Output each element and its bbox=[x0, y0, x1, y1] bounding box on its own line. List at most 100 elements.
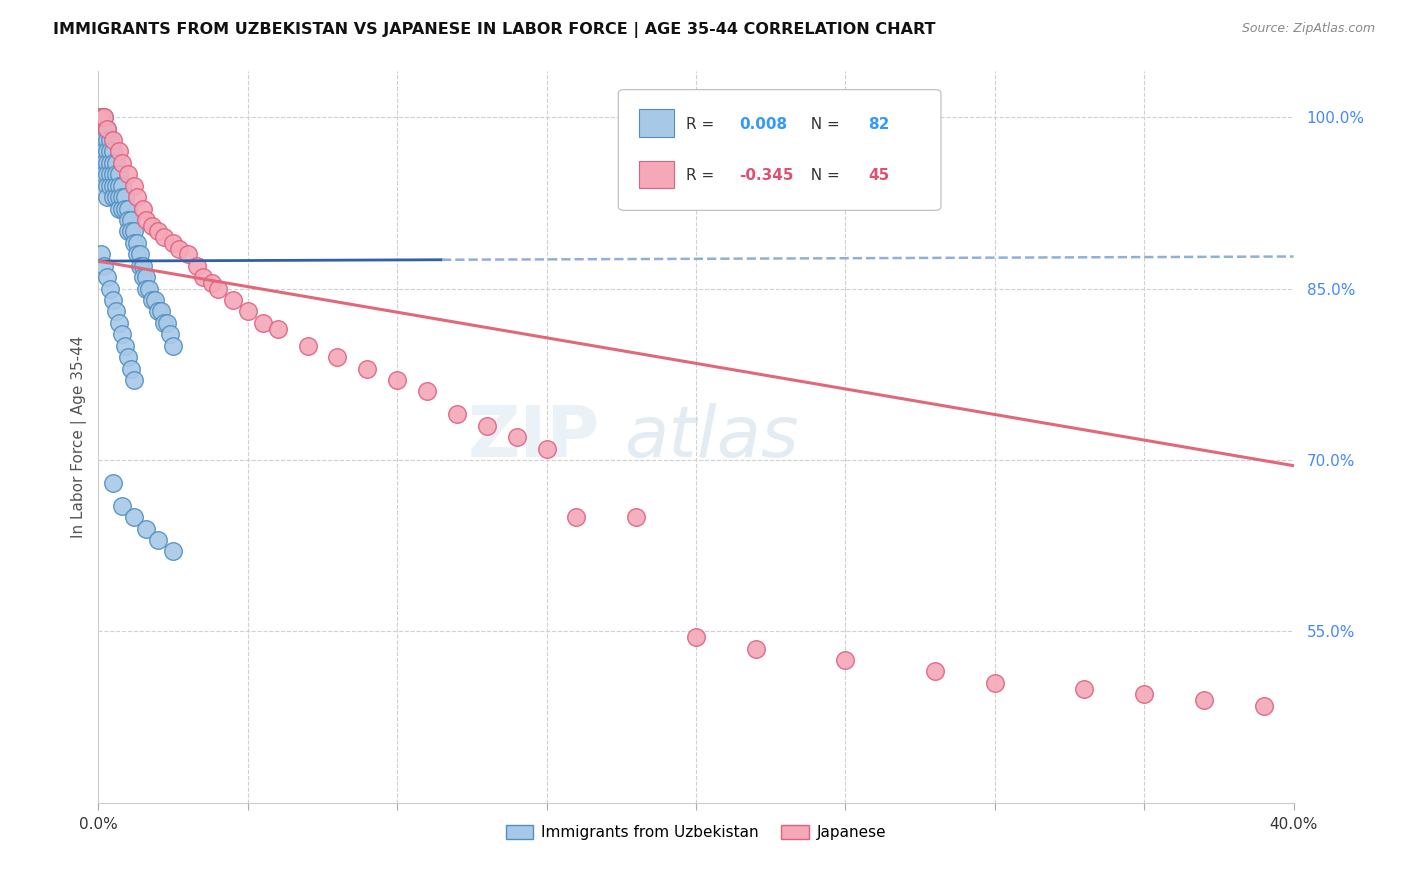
Point bbox=[114, 202, 136, 216]
Point bbox=[150, 304, 173, 318]
Point bbox=[148, 533, 170, 547]
Point bbox=[96, 121, 118, 136]
Point bbox=[117, 202, 139, 216]
Point bbox=[135, 521, 157, 535]
Point bbox=[156, 316, 179, 330]
Point bbox=[93, 110, 115, 124]
Text: 45: 45 bbox=[868, 168, 890, 183]
FancyBboxPatch shape bbox=[638, 110, 675, 137]
Point bbox=[148, 224, 170, 238]
FancyBboxPatch shape bbox=[619, 90, 941, 211]
Point bbox=[177, 247, 200, 261]
Point bbox=[222, 293, 245, 307]
Point bbox=[90, 110, 112, 124]
Point bbox=[103, 145, 125, 159]
Text: -0.345: -0.345 bbox=[740, 168, 793, 183]
Point bbox=[148, 304, 170, 318]
Point bbox=[141, 293, 163, 307]
Point bbox=[93, 156, 115, 170]
Point bbox=[143, 293, 166, 307]
Point bbox=[129, 259, 152, 273]
Point bbox=[105, 167, 128, 181]
Point bbox=[127, 247, 149, 261]
Point bbox=[1073, 681, 1095, 696]
Point bbox=[96, 190, 118, 204]
Point bbox=[201, 276, 224, 290]
Point bbox=[117, 224, 139, 238]
Point bbox=[167, 242, 190, 256]
Point bbox=[98, 156, 122, 170]
Point bbox=[120, 361, 142, 376]
Point bbox=[162, 235, 184, 250]
Point bbox=[103, 133, 125, 147]
Point bbox=[96, 133, 118, 147]
Point bbox=[127, 235, 149, 250]
Point bbox=[93, 167, 115, 181]
Point bbox=[236, 304, 259, 318]
Point bbox=[90, 110, 112, 124]
Point bbox=[834, 653, 856, 667]
Point bbox=[135, 281, 157, 295]
Point bbox=[141, 219, 163, 233]
Point bbox=[93, 259, 115, 273]
Point bbox=[111, 327, 134, 342]
FancyBboxPatch shape bbox=[638, 161, 675, 188]
Point bbox=[120, 213, 142, 227]
Point bbox=[191, 270, 214, 285]
Point bbox=[446, 407, 468, 421]
Text: 0.008: 0.008 bbox=[740, 117, 787, 131]
Point bbox=[111, 178, 134, 193]
Point bbox=[1133, 687, 1156, 701]
Point bbox=[103, 156, 125, 170]
Point bbox=[111, 499, 134, 513]
Text: R =: R = bbox=[686, 117, 720, 131]
Point bbox=[132, 202, 155, 216]
Text: R =: R = bbox=[686, 168, 720, 183]
Text: atlas: atlas bbox=[624, 402, 799, 472]
Point bbox=[385, 373, 409, 387]
Point bbox=[105, 190, 128, 204]
Point bbox=[475, 418, 498, 433]
Point bbox=[96, 145, 118, 159]
Point bbox=[103, 167, 125, 181]
Point bbox=[111, 190, 134, 204]
Point bbox=[124, 510, 146, 524]
Point bbox=[108, 167, 131, 181]
Point bbox=[96, 178, 118, 193]
Text: IMMIGRANTS FROM UZBEKISTAN VS JAPANESE IN LABOR FORCE | AGE 35-44 CORRELATION CH: IMMIGRANTS FROM UZBEKISTAN VS JAPANESE I… bbox=[53, 22, 936, 38]
Point bbox=[186, 259, 208, 273]
Point bbox=[96, 156, 118, 170]
Text: ZIP: ZIP bbox=[468, 402, 600, 472]
Point bbox=[153, 316, 176, 330]
Point bbox=[103, 475, 125, 490]
Point bbox=[138, 281, 160, 295]
Point bbox=[132, 270, 155, 285]
Point bbox=[98, 178, 122, 193]
Point bbox=[162, 544, 184, 558]
Point bbox=[93, 145, 115, 159]
Point bbox=[124, 373, 146, 387]
Point bbox=[108, 190, 131, 204]
Point bbox=[685, 630, 707, 644]
Point bbox=[120, 224, 142, 238]
Point bbox=[124, 235, 146, 250]
Text: 82: 82 bbox=[868, 117, 890, 131]
Point bbox=[105, 156, 128, 170]
Point bbox=[124, 224, 146, 238]
Point bbox=[98, 145, 122, 159]
Point bbox=[129, 247, 152, 261]
Point bbox=[506, 430, 529, 444]
Text: Source: ZipAtlas.com: Source: ZipAtlas.com bbox=[1241, 22, 1375, 36]
Point bbox=[103, 293, 125, 307]
Point bbox=[135, 270, 157, 285]
Point bbox=[93, 121, 115, 136]
Point bbox=[207, 281, 229, 295]
Point bbox=[105, 178, 128, 193]
Point bbox=[90, 133, 112, 147]
Point bbox=[108, 316, 131, 330]
Point bbox=[98, 133, 122, 147]
Point bbox=[103, 190, 125, 204]
Legend: Immigrants from Uzbekistan, Japanese: Immigrants from Uzbekistan, Japanese bbox=[499, 819, 893, 847]
Point bbox=[153, 230, 176, 244]
Point bbox=[96, 121, 118, 136]
